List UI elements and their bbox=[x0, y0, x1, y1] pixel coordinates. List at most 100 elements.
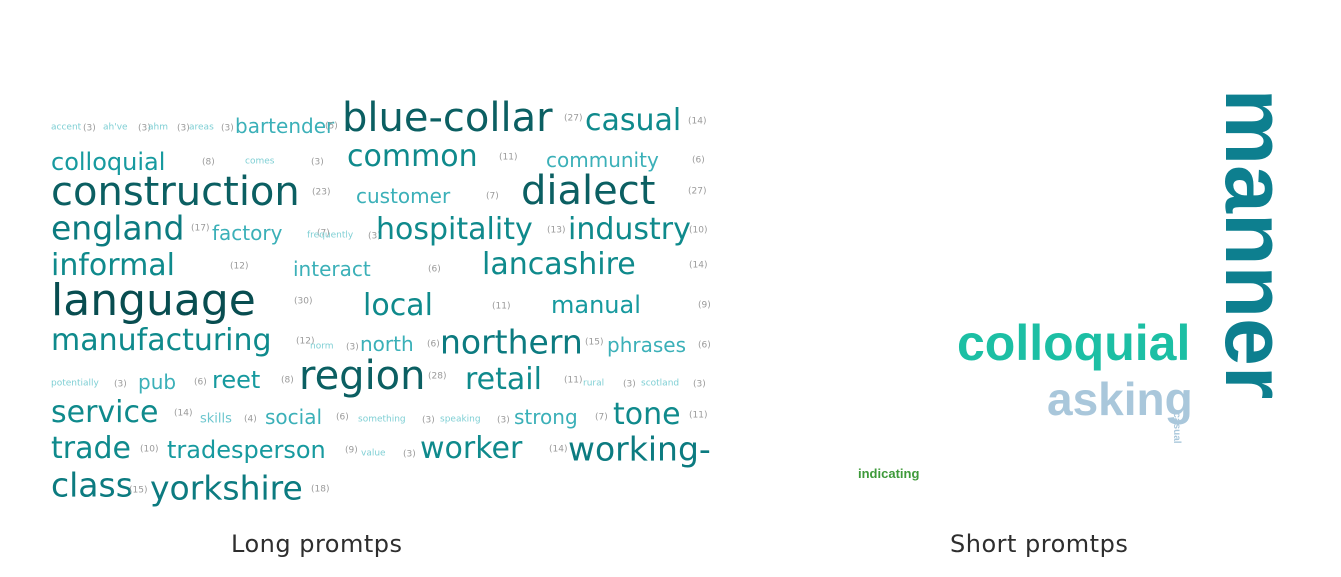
count-northern: (15) bbox=[585, 337, 604, 348]
count-england: (17) bbox=[191, 223, 210, 234]
count-skills: (4) bbox=[244, 414, 257, 425]
word-dialect: dialect bbox=[521, 168, 656, 214]
word-accent: accent bbox=[51, 122, 82, 133]
word-trade: trade bbox=[51, 431, 131, 466]
word-frequently: frequently bbox=[307, 230, 354, 241]
count-community: (6) bbox=[692, 155, 705, 166]
word-community: community bbox=[546, 148, 659, 172]
count-region: (28) bbox=[428, 371, 447, 382]
word-something: something bbox=[358, 414, 406, 425]
word-lancashire: lancashire bbox=[482, 247, 636, 282]
count-hospitality: (13) bbox=[547, 225, 566, 236]
word-casual: casual bbox=[585, 103, 682, 138]
count-frequently: (3) bbox=[368, 231, 381, 242]
word-common: common bbox=[347, 139, 478, 174]
word-asking: asking bbox=[1047, 373, 1193, 425]
word-service: service bbox=[51, 395, 159, 430]
word-rural: rural bbox=[583, 378, 605, 389]
count-areas: (3) bbox=[221, 123, 234, 134]
word-skills: skills bbox=[200, 411, 232, 427]
word-worker: worker bbox=[420, 431, 523, 466]
word-ahm: ahm bbox=[148, 122, 168, 133]
count-manufacturing: (12) bbox=[296, 336, 315, 347]
word-pub: pub bbox=[138, 370, 177, 394]
caption-short-prompts: Short promtps bbox=[950, 530, 1129, 558]
count-ahm: (3) bbox=[177, 123, 190, 134]
count-trade: (10) bbox=[140, 444, 159, 455]
word-tradesperson: tradesperson bbox=[167, 436, 326, 464]
word-bartender: bartender bbox=[235, 114, 335, 138]
count-potentially: (3) bbox=[114, 379, 127, 390]
count-blue-collar: (27) bbox=[564, 113, 583, 124]
count-strong: (7) bbox=[595, 412, 608, 423]
word-customer: customer bbox=[356, 184, 451, 208]
count-bartender: (5) bbox=[325, 121, 338, 132]
count-tradesperson: (9) bbox=[345, 445, 358, 456]
count-interact: (6) bbox=[428, 264, 441, 275]
word-reet: reet bbox=[212, 366, 261, 394]
caption-long-prompts: Long promtps bbox=[231, 530, 403, 558]
count-common: (11) bbox=[499, 152, 518, 163]
word-value: value bbox=[361, 448, 386, 459]
word-construction: construction bbox=[51, 169, 300, 215]
count-speaking: (3) bbox=[497, 415, 510, 426]
count-customer: (7) bbox=[486, 191, 499, 202]
count-factory: (7) bbox=[317, 228, 330, 239]
count-pub: (6) bbox=[194, 377, 207, 388]
count-norm: (3) bbox=[346, 342, 359, 353]
word-speaking: speaking bbox=[440, 414, 481, 425]
count-construction: (23) bbox=[312, 187, 331, 198]
word-norm: norm bbox=[310, 341, 334, 352]
word-ahve: ah've bbox=[103, 122, 128, 133]
count-comes: (3) bbox=[311, 157, 324, 168]
word-tone: tone bbox=[613, 397, 681, 432]
count-worker: (14) bbox=[549, 444, 568, 455]
word-northern: northern bbox=[440, 322, 583, 362]
count-social: (6) bbox=[336, 412, 349, 423]
word-local: local bbox=[363, 288, 433, 323]
count-phrases: (6) bbox=[698, 340, 711, 351]
word-potentially: potentially bbox=[51, 378, 99, 389]
count-something: (3) bbox=[422, 415, 435, 426]
count-accent: (3) bbox=[83, 123, 96, 134]
count-north: (6) bbox=[427, 339, 440, 350]
word-colloquial: colloquial bbox=[51, 148, 166, 176]
count-informal: (12) bbox=[230, 261, 249, 272]
count-rural: (3) bbox=[623, 379, 636, 390]
word-cloud-long-prompts: accent (3) ah've (3) ahm (3) areas (3) bartender… bbox=[46, 90, 718, 510]
count-colloquial: (8) bbox=[202, 157, 215, 168]
word-manner: manner bbox=[1207, 88, 1303, 400]
count-retail: (11) bbox=[564, 375, 583, 386]
word-phrases: phrases bbox=[607, 333, 686, 357]
word-manual: manual bbox=[551, 291, 641, 319]
count-value: (3) bbox=[403, 449, 416, 460]
word-industry: industry bbox=[568, 212, 691, 247]
word-manufacturing: manufacturing bbox=[51, 323, 272, 358]
count-reet: (8) bbox=[281, 375, 294, 386]
word-interact: interact bbox=[293, 257, 371, 281]
word-factory: factory bbox=[212, 221, 283, 245]
count-dialect: (27) bbox=[688, 186, 707, 197]
word-working-class: working- bbox=[568, 429, 711, 469]
word-indicating: indicating bbox=[858, 466, 920, 481]
word-social: social bbox=[265, 405, 323, 429]
count-industry: (10) bbox=[689, 225, 708, 236]
word-scotland: scotland bbox=[641, 378, 680, 389]
count-lancashire: (14) bbox=[689, 260, 708, 271]
word-language: language bbox=[51, 275, 256, 326]
count-manual: (9) bbox=[698, 300, 711, 311]
word-working-class-cont: class bbox=[51, 465, 133, 505]
count-yorkshire: (18) bbox=[311, 484, 330, 495]
count-ahve: (3) bbox=[138, 123, 151, 134]
count-service: (14) bbox=[174, 408, 193, 419]
word-retail: retail bbox=[465, 362, 542, 397]
word-colloquial: colloquial bbox=[957, 315, 1191, 371]
count-language: (30) bbox=[294, 296, 313, 307]
word-areas: areas bbox=[189, 122, 214, 133]
word-blue-collar: blue-collar bbox=[342, 95, 553, 141]
word-strong: strong bbox=[514, 405, 578, 429]
word-north: north bbox=[360, 332, 414, 356]
count-casual: (14) bbox=[688, 116, 707, 127]
word-england: england bbox=[51, 208, 185, 248]
count-local: (11) bbox=[492, 301, 511, 312]
